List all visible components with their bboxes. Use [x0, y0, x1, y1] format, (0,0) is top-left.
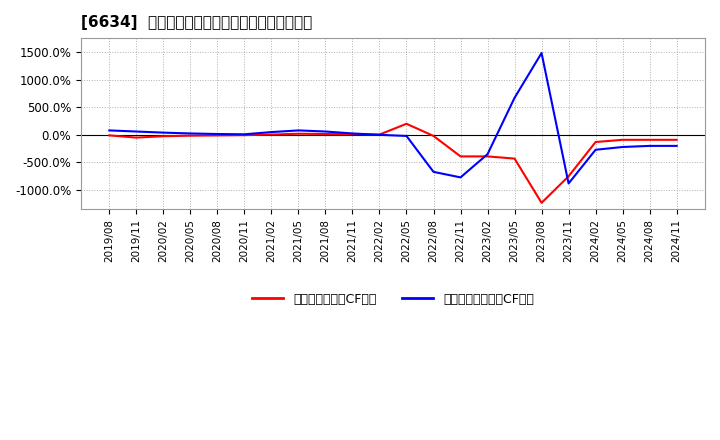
有利子負債フリーCF比率	[456, 175, 465, 180]
有利子負債フリーCF比率	[618, 144, 627, 150]
Text: [6634]  有利子負債キャッシュフロー比率の推移: [6634] 有利子負債キャッシュフロー比率の推移	[81, 15, 312, 30]
有利子負債営業CF比率	[672, 137, 681, 143]
有利子負債営業CF比率	[186, 133, 194, 138]
有利子負債営業CF比率	[537, 200, 546, 205]
有利子負債営業CF比率	[348, 132, 357, 137]
有利子負債フリーCF比率	[537, 51, 546, 56]
有利子負債営業CF比率	[294, 131, 302, 136]
有利子負債営業CF比率	[591, 139, 600, 145]
有利子負債フリーCF比率	[645, 143, 654, 149]
有利子負債営業CF比率	[564, 174, 573, 179]
有利子負債営業CF比率	[132, 135, 140, 140]
有利子負債フリーCF比率	[591, 147, 600, 152]
有利子負債フリーCF比率	[510, 95, 519, 100]
有利子負債営業CF比率	[456, 154, 465, 159]
有利子負債営業CF比率	[267, 132, 276, 137]
有利子負債フリーCF比率	[321, 129, 330, 134]
有利子負債営業CF比率	[645, 137, 654, 143]
有利子負債営業CF比率	[375, 132, 384, 137]
有利子負債フリーCF比率	[294, 128, 302, 133]
有利子負債営業CF比率	[510, 156, 519, 161]
有利子負債フリーCF比率	[213, 132, 222, 137]
有利子負債営業CF比率	[618, 137, 627, 143]
Legend: 有利子負債営業CF比率, 有利子負債フリーCF比率: 有利子負債営業CF比率, 有利子負債フリーCF比率	[247, 288, 539, 311]
有利子負債フリーCF比率	[240, 132, 248, 137]
有利子負債営業CF比率	[213, 133, 222, 138]
有利子負債営業CF比率	[429, 133, 438, 139]
Line: 有利子負債フリーCF比率: 有利子負債フリーCF比率	[109, 53, 677, 183]
有利子負債営業CF比率	[402, 121, 411, 126]
有利子負債フリーCF比率	[159, 130, 168, 135]
有利子負債フリーCF比率	[375, 132, 384, 137]
有利子負債フリーCF比率	[186, 131, 194, 136]
有利子負債フリーCF比率	[483, 151, 492, 157]
有利子負債フリーCF比率	[672, 143, 681, 149]
Line: 有利子負債営業CF比率: 有利子負債営業CF比率	[109, 124, 677, 203]
有利子負債営業CF比率	[321, 132, 330, 137]
有利子負債営業CF比率	[159, 134, 168, 139]
有利子負債フリーCF比率	[132, 129, 140, 134]
有利子負債営業CF比率	[240, 132, 248, 138]
有利子負債フリーCF比率	[429, 169, 438, 175]
有利子負債フリーCF比率	[402, 133, 411, 139]
有利子負債フリーCF比率	[564, 181, 573, 186]
有利子負債営業CF比率	[483, 154, 492, 159]
有利子負債フリーCF比率	[105, 128, 114, 133]
有利子負債営業CF比率	[105, 133, 114, 138]
有利子負債フリーCF比率	[267, 129, 276, 135]
有利子負債フリーCF比率	[348, 131, 357, 136]
